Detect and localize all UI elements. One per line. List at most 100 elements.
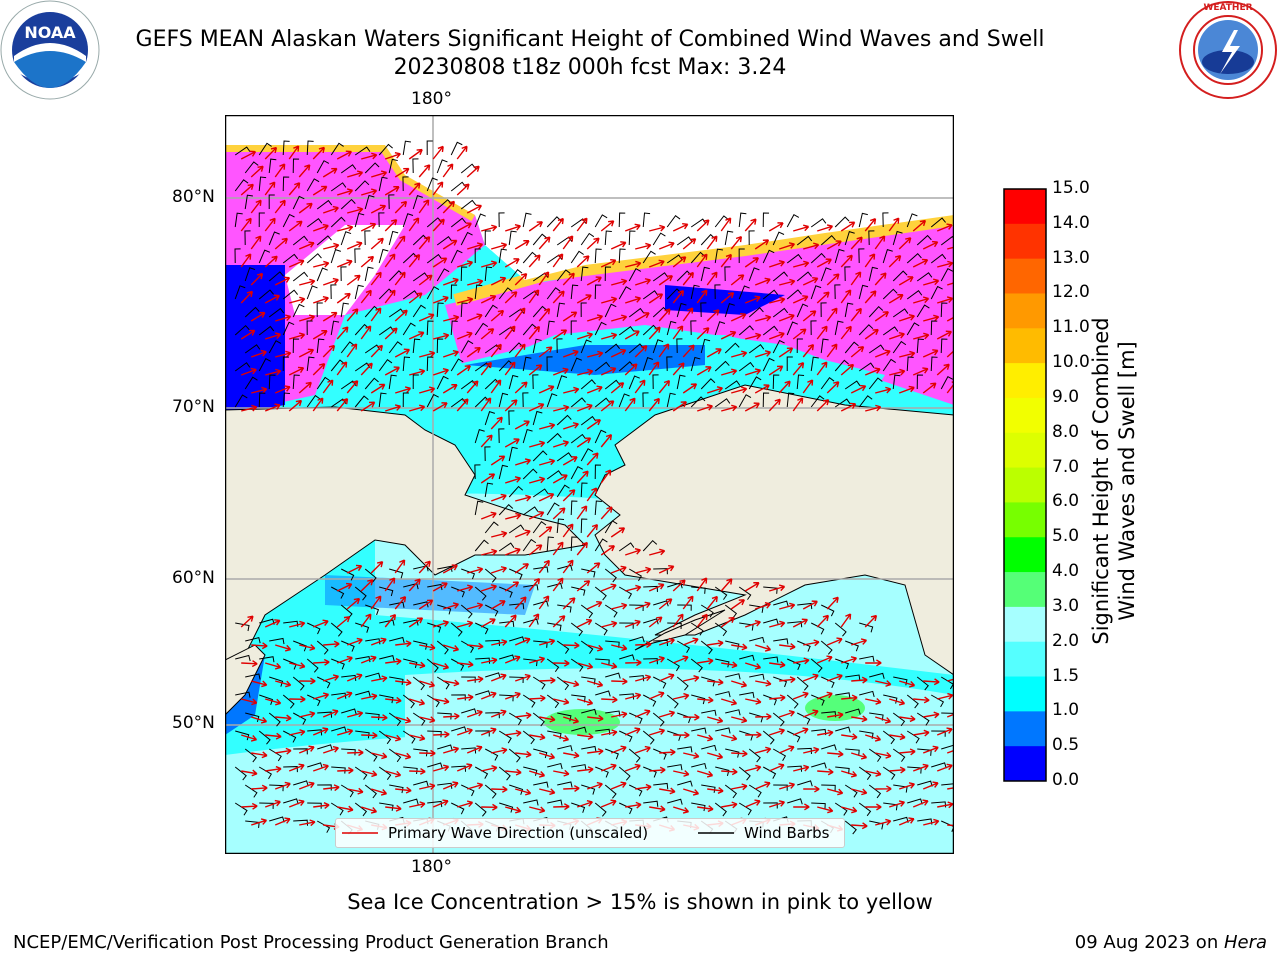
wave-direction-arrow — [624, 363, 638, 376]
wind-barb — [738, 586, 752, 600]
wind-barb — [834, 622, 847, 637]
wind-barb — [508, 446, 518, 462]
wind-barb — [858, 766, 872, 781]
wave-direction-arrow — [611, 602, 628, 610]
wind-barb — [354, 146, 371, 156]
wave-direction-arrow — [755, 602, 771, 610]
wave-direction-arrow — [480, 727, 497, 736]
wave-direction-arrow — [505, 768, 522, 776]
wind-barb — [522, 538, 537, 552]
wind-barb — [403, 619, 419, 626]
wind-barb — [557, 745, 573, 752]
wind-barb — [508, 524, 525, 534]
wind-barb — [340, 231, 352, 246]
wave-direction-arrow — [529, 770, 546, 778]
wind-barb — [570, 500, 578, 516]
wave-direction-arrow — [361, 152, 378, 160]
wave-direction-arrow — [250, 349, 267, 358]
wind-barb — [427, 800, 443, 808]
wave-direction-arrow — [634, 312, 650, 322]
wind-barb — [652, 676, 667, 689]
wind-barb — [498, 766, 511, 781]
wave-direction-arrow — [576, 580, 591, 592]
wave-direction-arrow — [721, 368, 738, 376]
wave-direction-arrow — [467, 642, 484, 650]
wind-barb — [426, 320, 434, 336]
wave-direction-arrow — [802, 709, 819, 718]
wind-barb — [532, 374, 539, 390]
wave-direction-arrow — [312, 330, 328, 340]
wind-barb — [738, 394, 752, 408]
wave-direction-arrow — [672, 289, 685, 304]
wind-barb — [772, 231, 785, 246]
wind-barb — [245, 673, 261, 680]
wave-direction-arrow — [563, 785, 580, 792]
wind-barb — [426, 177, 438, 192]
wave-direction-arrow — [515, 750, 532, 758]
wind-barb — [282, 392, 290, 408]
wave-direction-arrow — [779, 278, 796, 286]
wind-barb — [930, 217, 946, 228]
wave-direction-arrow — [946, 380, 954, 394]
wind-barb — [835, 766, 850, 775]
wave-direction-arrow — [706, 595, 718, 610]
wind-barb — [787, 730, 801, 743]
wind-barb — [676, 640, 691, 654]
lat-label-80: 80°N — [172, 187, 215, 207]
wave-direction-arrow — [586, 276, 602, 286]
wave-direction-arrow — [552, 474, 568, 484]
wind-barb — [451, 586, 465, 598]
wave-direction-arrow — [816, 399, 830, 412]
wave-direction-arrow — [912, 219, 927, 232]
wind-barb — [580, 448, 594, 462]
wind-barb — [461, 747, 477, 754]
wave-direction-arrow — [490, 455, 506, 466]
wind-barb — [821, 784, 836, 791]
wave-direction-arrow — [539, 458, 556, 466]
wave-direction-arrow — [769, 584, 786, 592]
wave-direction-arrow — [600, 583, 617, 592]
wave-direction-arrow — [432, 145, 444, 160]
wind-barb — [858, 802, 872, 817]
wind-barb-legend-label: Wind Barbs — [744, 824, 830, 842]
wind-barb — [508, 485, 524, 498]
wave-direction-arrow — [538, 346, 553, 358]
wave-direction-arrow — [418, 274, 433, 286]
wind-barb — [378, 358, 393, 372]
wave-direction-arrow — [792, 691, 809, 700]
wave-direction-arrow — [505, 512, 522, 520]
wave-direction-arrow — [672, 222, 689, 232]
wind-barb — [379, 586, 394, 597]
wave-direction-arrow — [864, 290, 877, 304]
wind-barb — [523, 618, 539, 625]
colorbar-tick-label: 6.0 — [1052, 491, 1080, 512]
wave-direction-arrow — [816, 291, 830, 304]
wind-barb — [259, 656, 275, 663]
wave-direction-arrow — [840, 289, 852, 304]
colorbar-tick-label: 13.0 — [1052, 247, 1090, 268]
wave-direction-arrow — [265, 368, 282, 376]
wave-direction-arrow — [456, 331, 473, 340]
wave-direction-arrow — [480, 361, 492, 376]
wave-direction-arrow — [947, 246, 954, 250]
wind-barb — [508, 269, 523, 282]
wind-barb — [618, 542, 635, 552]
wave-direction-arrow — [803, 639, 820, 647]
wave-direction-arrow — [264, 294, 280, 304]
wind-barb — [292, 271, 309, 282]
wave-direction-arrow — [456, 222, 472, 232]
wind-barb — [269, 637, 285, 645]
wind-barb — [642, 730, 655, 745]
wind-barb — [594, 214, 608, 228]
wind-barb — [701, 784, 716, 793]
wave-direction-arrow — [611, 314, 628, 322]
wave-direction-arrow — [730, 235, 743, 250]
wave-direction-arrow — [826, 273, 840, 286]
wave-direction-arrow — [251, 784, 268, 792]
wind-barb — [533, 600, 549, 607]
wave-direction-arrow — [875, 751, 892, 759]
wave-direction-arrow — [802, 673, 819, 682]
wave-direction-arrow — [649, 728, 666, 736]
wind-barb — [786, 214, 800, 228]
wave-direction-arrow — [576, 255, 590, 268]
